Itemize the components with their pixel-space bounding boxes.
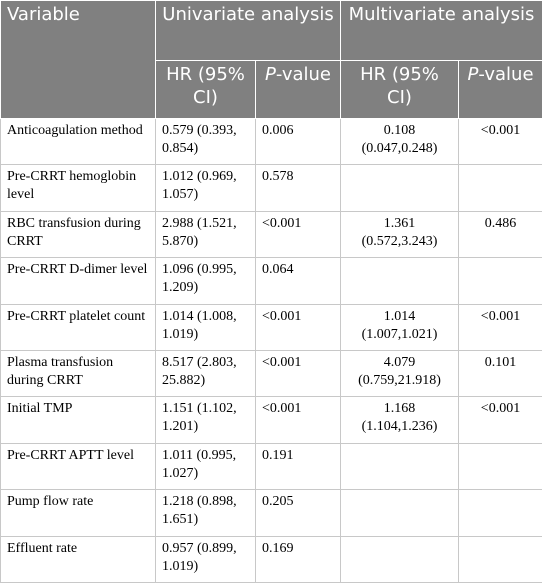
- value-cell: <0.001: [255, 349, 341, 398]
- variable-cell: Effluent rate: [0, 535, 156, 583]
- value-cell: 0.006: [255, 117, 341, 166]
- table-row: Plasma transfusion during CRRT 8.517 (2.8…: [0, 349, 542, 398]
- table-row: Anticoagulation method 0.579 (0.393, 0.85…: [0, 117, 542, 166]
- table-row: Pre-CRRT APTT level 1.011 (0.995, 1.027) 0…: [0, 442, 542, 491]
- value-cell: <0.001: [255, 303, 341, 351]
- value-cell: [457, 489, 542, 537]
- value-cell: [340, 164, 459, 212]
- variable-cell: Pre-CRRT D-dimer level: [0, 257, 156, 305]
- value-cell: 0.108 (0.047,0.248): [340, 117, 459, 166]
- value-cell: 0.486: [457, 210, 542, 259]
- value-cell: 1.361 (0.572,3.243): [340, 210, 459, 259]
- variable-cell: Initial TMP: [0, 396, 156, 444]
- variable-cell: Pump flow rate: [0, 489, 156, 537]
- value-cell: 4.079 (0.759,21.918): [340, 349, 459, 398]
- table-row: Initial TMP 1.151 (1.102, 1.201) <0.001 1.1…: [0, 396, 542, 444]
- variable-cell: Anticoagulation method: [0, 117, 156, 166]
- value-cell: 0.101: [457, 349, 542, 398]
- value-cell: <0.001: [255, 396, 341, 444]
- header-univariate: Univariate analysis: [155, 0, 341, 61]
- table-row: Pump flow rate 1.218 (0.898, 1.651) 0.205: [0, 489, 542, 537]
- header-multivariate: Multivariate analysis: [339, 0, 542, 61]
- table-row: Effluent rate 0.957 (0.899, 1.019) 0.169: [0, 535, 542, 583]
- value-cell: 1.096 (0.995, 1.209): [155, 257, 256, 305]
- value-cell: [457, 164, 542, 212]
- value-cell: 1.012 (0.969, 1.057): [155, 164, 256, 212]
- value-cell: [457, 535, 542, 583]
- value-cell: 2.988 (1.521, 5.870): [155, 210, 256, 259]
- header-p: P-value: [457, 60, 542, 119]
- table-row: Pre-CRRT D-dimer level 1.096 (0.995, 1.20…: [0, 257, 542, 305]
- header-p-italic: P: [264, 64, 276, 85]
- value-cell: [457, 257, 542, 305]
- value-cell: [340, 535, 459, 583]
- variable-cell: Pre-CRRT platelet count: [0, 303, 156, 351]
- value-cell: [340, 489, 459, 537]
- table-row: Pre-CRRT platelet count 1.014 (1.008, 1.0…: [0, 303, 542, 351]
- value-cell: 1.014 (1.007,1.021): [340, 303, 459, 351]
- value-cell: 1.014 (1.008, 1.019): [155, 303, 256, 351]
- value-cell: 0.169: [255, 535, 341, 583]
- value-cell: <0.001: [255, 210, 341, 259]
- value-cell: <0.001: [457, 396, 542, 444]
- header-hr: HR (95% CI): [340, 60, 459, 119]
- variable-cell: Pre-CRRT hemoglobin level: [0, 164, 156, 212]
- value-cell: 1.151 (1.102, 1.201): [155, 396, 256, 444]
- header-p: P-value: [255, 60, 341, 119]
- value-cell: [340, 257, 459, 305]
- value-cell: 1.011 (0.995, 1.027): [155, 442, 256, 491]
- value-cell: <0.001: [457, 117, 542, 166]
- variable-cell: Pre-CRRT APTT level: [0, 442, 156, 491]
- value-cell: 0.957 (0.899, 1.019): [155, 535, 256, 583]
- header-hr: HR (95% CI): [155, 60, 256, 119]
- variable-cell: RBC transfusion during CRRT: [0, 210, 156, 259]
- header-p-rest: -value: [478, 64, 534, 85]
- value-cell: <0.001: [457, 303, 542, 351]
- value-cell: 0.579 (0.393, 0.854): [155, 117, 256, 166]
- value-cell: 0.578: [255, 164, 341, 212]
- value-cell: [457, 442, 542, 491]
- header-p-rest: -value: [275, 64, 332, 85]
- value-cell: 1.168 (1.104,1.236): [340, 396, 459, 444]
- value-cell: 8.517 (2.803, 25.882): [155, 349, 256, 398]
- table-row: RBC transfusion during CRRT 2.988 (1.521,…: [0, 210, 542, 259]
- header-variable: Variable: [0, 0, 156, 119]
- variable-cell: Plasma transfusion during CRRT: [0, 349, 156, 398]
- value-cell: 1.218 (0.898, 1.651): [155, 489, 256, 537]
- table-row: Pre-CRRT hemoglobin level 1.012 (0.969, 1…: [0, 164, 542, 212]
- header-p-italic: P: [467, 64, 479, 85]
- value-cell: [340, 442, 459, 491]
- value-cell: 0.191: [255, 442, 341, 491]
- value-cell: 0.064: [255, 257, 341, 305]
- value-cell: 0.205: [255, 489, 341, 537]
